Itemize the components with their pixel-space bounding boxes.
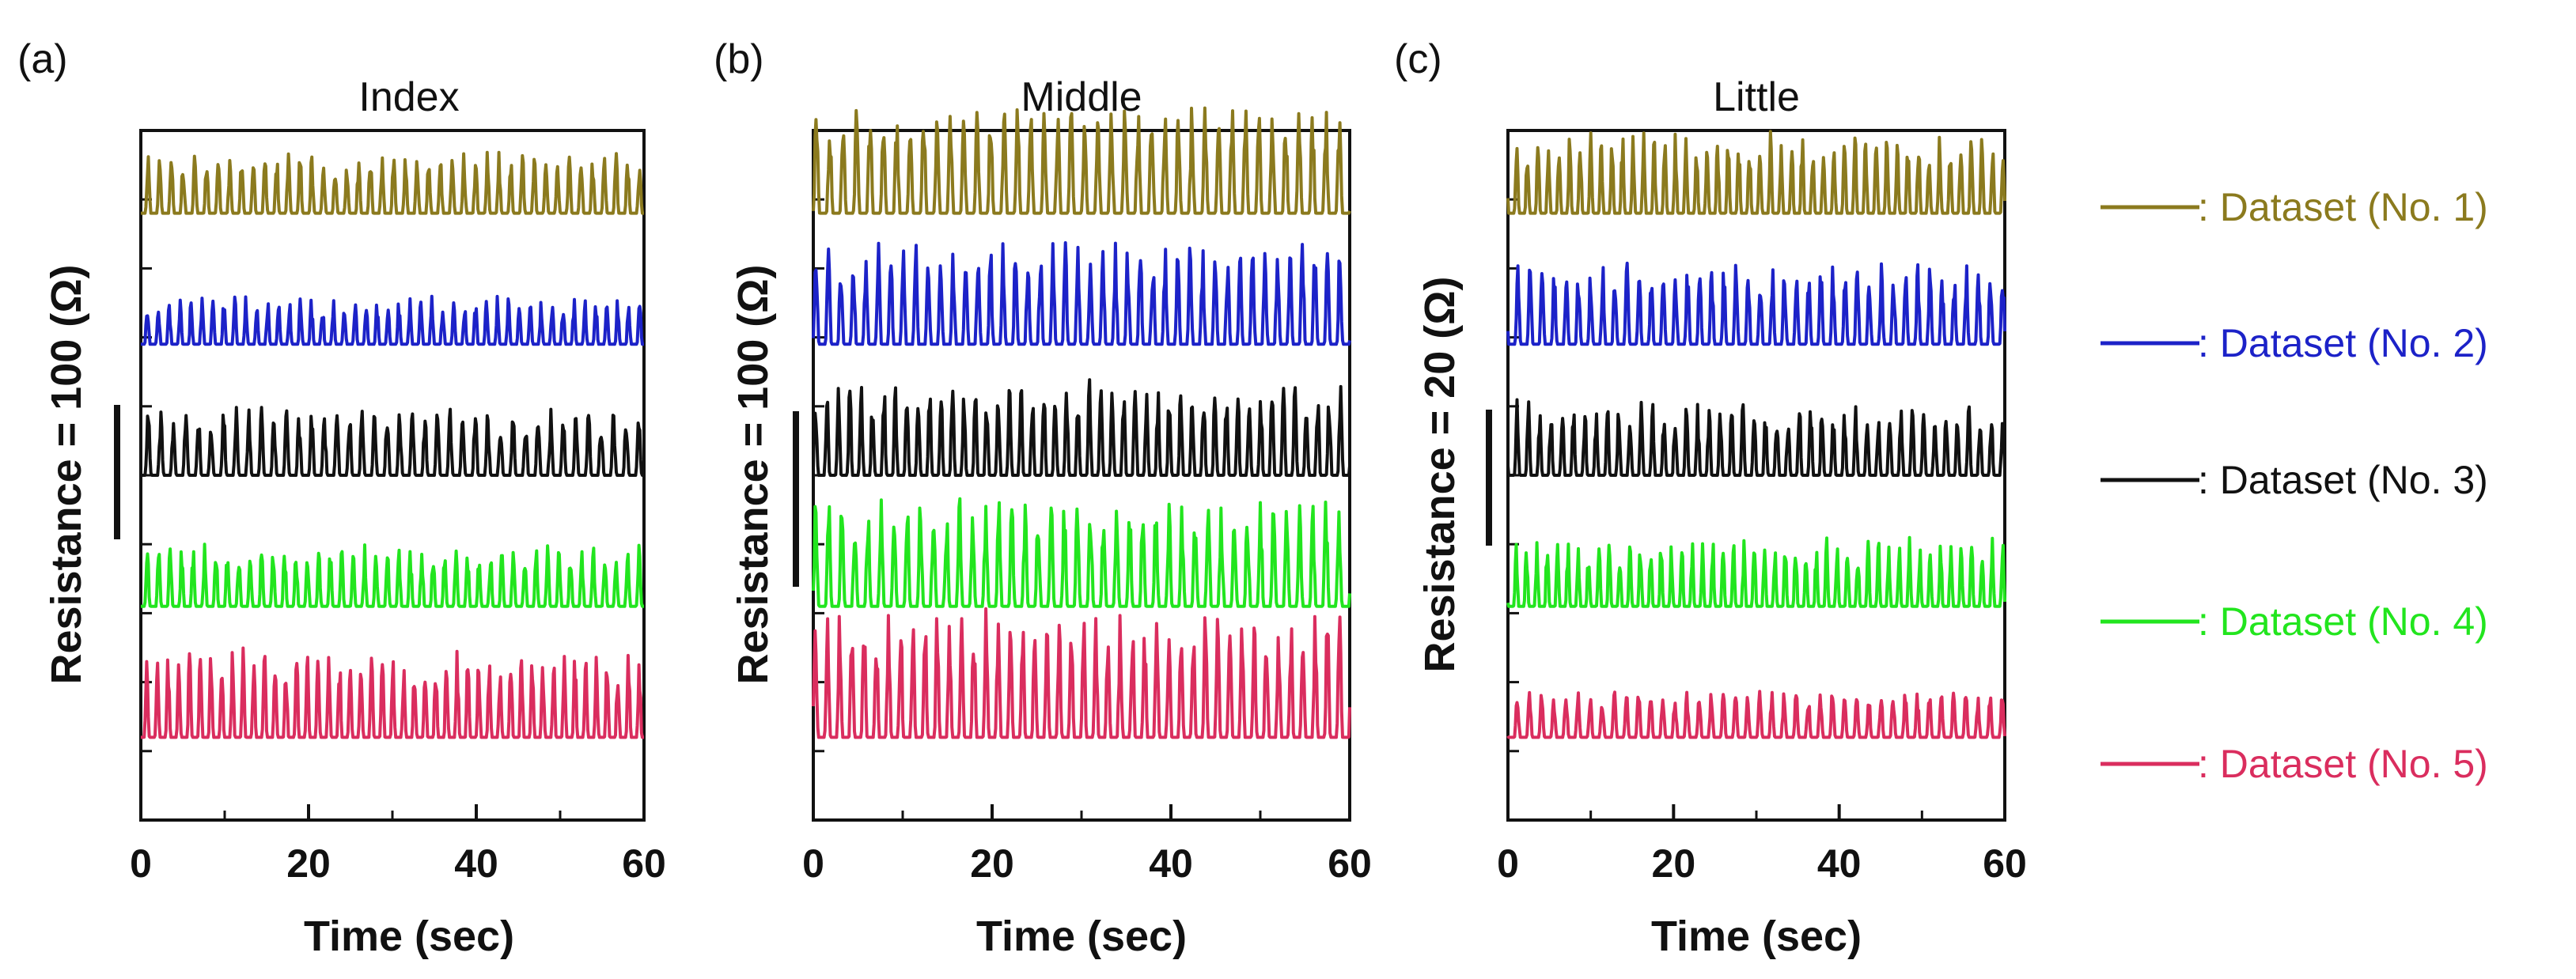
series-line-1	[812, 106, 1351, 215]
panel-c-xlabel: Time (sec)	[1651, 913, 1862, 960]
panel-a-title: Index	[358, 74, 459, 120]
series-line-1	[1506, 130, 2006, 215]
legend-label-4: : Dataset (No. 4)	[2198, 599, 2488, 644]
panel-a-ylabel: Resistance = 100 (Ω)	[43, 264, 90, 684]
panel-b-letter: (b)	[714, 36, 764, 82]
series-line-4	[812, 497, 1351, 608]
legend-label-5: : Dataset (No. 5)	[2198, 742, 2488, 786]
legend-label-3: : Dataset (No. 3)	[2198, 458, 2488, 502]
panel-c-letter: (c)	[1394, 36, 1442, 82]
panel-b-plot: 0 20 40 60	[793, 106, 1372, 886]
x-tick-label: 60	[622, 841, 666, 886]
x-tick-label: 0	[1497, 841, 1519, 886]
series-line-2	[812, 241, 1351, 346]
series-line-5	[1506, 690, 2006, 739]
x-tick-label: 40	[1149, 841, 1193, 886]
series-line-3	[812, 378, 1351, 477]
panel-a-xlabel: Time (sec)	[304, 913, 514, 960]
x-tick-label: 40	[1817, 841, 1862, 886]
series-line-2	[140, 294, 645, 346]
panel-b-xlabel: Time (sec)	[976, 913, 1187, 960]
x-tick-label: 20	[970, 841, 1014, 886]
panel-c-ylabel: Resistance = 20 (Ω)	[1416, 276, 1464, 672]
panel-b-title: Middle	[1021, 74, 1142, 120]
panel-a-letter: (a)	[17, 36, 68, 82]
panel-b-ylabel: Resistance = 100 (Ω)	[729, 264, 777, 684]
x-tick-label: 20	[286, 841, 331, 886]
legend: : Dataset (No. 1) : Dataset (No. 2) : Da…	[2101, 185, 2488, 786]
series-line-1	[140, 150, 645, 215]
series-line-3	[140, 406, 645, 477]
series-line-4	[140, 542, 645, 608]
series-line-2	[1506, 261, 2006, 346]
series-line-3	[1506, 398, 2006, 477]
panel-c-plot: 0 20 40 60	[1486, 129, 2027, 886]
x-tick-label: 0	[802, 841, 824, 886]
legend-label-2: : Dataset (No. 2)	[2198, 321, 2488, 365]
x-tick-label: 60	[1328, 841, 1372, 886]
x-tick-label: 60	[1983, 841, 2027, 886]
x-tick-label: 0	[130, 841, 152, 886]
panel-c-title: Little	[1713, 74, 1800, 120]
panel-a-plot: 0 20 40 60	[114, 129, 666, 886]
series-line-5	[812, 607, 1351, 739]
x-tick-label: 20	[1652, 841, 1696, 886]
series-line-5	[140, 646, 645, 739]
series-line-4	[1506, 535, 2006, 608]
legend-label-1: : Dataset (No. 1)	[2198, 185, 2488, 229]
x-tick-label: 40	[454, 841, 498, 886]
